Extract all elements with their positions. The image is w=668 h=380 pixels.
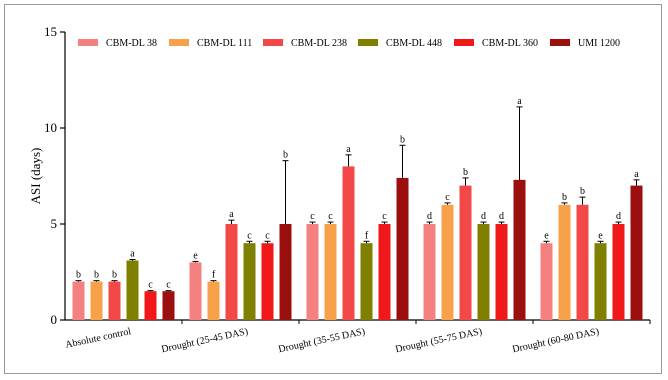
x-category-label: Drought (55-75 DAS) — [394, 326, 483, 355]
legend-label: CBM-DL 360 — [482, 38, 538, 49]
significance-letter: b — [283, 150, 288, 161]
significance-letter: f — [365, 230, 369, 241]
legend: CBM-DL 38 CBM-DL 111 CBM-DL 238 CBM-DL 448 C… — [78, 38, 620, 49]
y-tick-label: 15 — [44, 24, 57, 39]
y-tick-label: 10 — [44, 120, 57, 135]
significance-letter: a — [130, 249, 135, 260]
legend-swatch — [78, 39, 98, 46]
bar — [72, 281, 85, 320]
bar — [477, 224, 490, 320]
significance-letter: b — [400, 134, 405, 145]
legend-swatch — [169, 39, 189, 46]
legend-label: CBM-DL 38 — [106, 38, 157, 49]
bar — [189, 262, 202, 320]
significance-letter: b — [94, 270, 99, 281]
significance-letter: d — [616, 211, 621, 222]
significance-letter: c — [382, 211, 387, 222]
legend-label: CBM-DL 448 — [386, 38, 442, 49]
significance-letter: c — [166, 280, 171, 291]
bar — [261, 243, 274, 320]
bar — [378, 224, 391, 320]
significance-letter: f — [212, 270, 216, 281]
y-axis-label: ASI (days) — [28, 148, 43, 205]
bar — [441, 204, 454, 320]
significance-letter: a — [517, 96, 522, 107]
legend-swatch — [263, 39, 283, 46]
bar — [243, 243, 256, 320]
bar — [396, 177, 409, 320]
x-category-label: Drought (60-80 DAS) — [511, 326, 600, 355]
legend-swatch — [550, 39, 570, 46]
significance-letter: c — [328, 211, 333, 222]
bar — [279, 224, 292, 320]
significance-letter: e — [544, 230, 549, 241]
bar — [342, 166, 355, 320]
significance-letter: c — [445, 192, 450, 203]
bar — [576, 204, 589, 320]
legend-label: CBM-DL 111 — [197, 38, 252, 49]
bar — [630, 185, 643, 320]
legend-label: UMI 1200 — [578, 38, 620, 49]
significance-letter: b — [76, 270, 81, 281]
significance-letter: b — [580, 186, 585, 197]
bar — [423, 224, 436, 320]
legend-label: CBM-DL 238 — [291, 38, 347, 49]
bar — [594, 243, 607, 320]
significance-letter: c — [247, 230, 252, 241]
bar — [459, 185, 472, 320]
bar — [225, 224, 238, 320]
bar — [540, 243, 553, 320]
bar — [207, 281, 220, 320]
bar — [108, 281, 121, 320]
bar — [144, 291, 157, 320]
bars: b b b a c c e f a c c b c c a f c b d c b d d a e b b e d a — [72, 96, 643, 320]
x-category-label: Absolute control — [64, 326, 132, 351]
bar — [306, 224, 319, 320]
bar — [513, 179, 526, 320]
significance-letter: a — [229, 209, 234, 220]
bar — [612, 224, 625, 320]
significance-letter: e — [193, 250, 198, 261]
significance-letter: c — [265, 230, 270, 241]
significance-letter: c — [310, 211, 315, 222]
significance-letter: b — [463, 167, 468, 178]
bar — [558, 204, 571, 320]
bar — [90, 281, 103, 320]
bar — [162, 291, 175, 320]
chart-frame — [4, 4, 662, 374]
bar — [360, 243, 373, 320]
significance-letter: b — [562, 192, 567, 203]
x-category-label: Drought (35-55 DAS) — [277, 326, 366, 355]
x-category-label: Drought (25-45 DAS) — [160, 326, 249, 355]
legend-swatch — [454, 39, 474, 46]
significance-letter: d — [481, 211, 486, 222]
significance-letter: c — [148, 280, 153, 291]
bar — [126, 260, 139, 320]
y-tick-label: 0 — [51, 312, 58, 327]
significance-letter: d — [499, 211, 504, 222]
significance-letter: e — [598, 230, 603, 241]
significance-letter: d — [427, 211, 432, 222]
significance-letter: a — [346, 144, 351, 155]
y-tick-label: 5 — [51, 216, 58, 231]
significance-letter: a — [634, 169, 639, 180]
bar — [324, 224, 337, 320]
bar — [495, 224, 508, 320]
legend-swatch — [358, 39, 378, 46]
significance-letter: b — [112, 270, 117, 281]
